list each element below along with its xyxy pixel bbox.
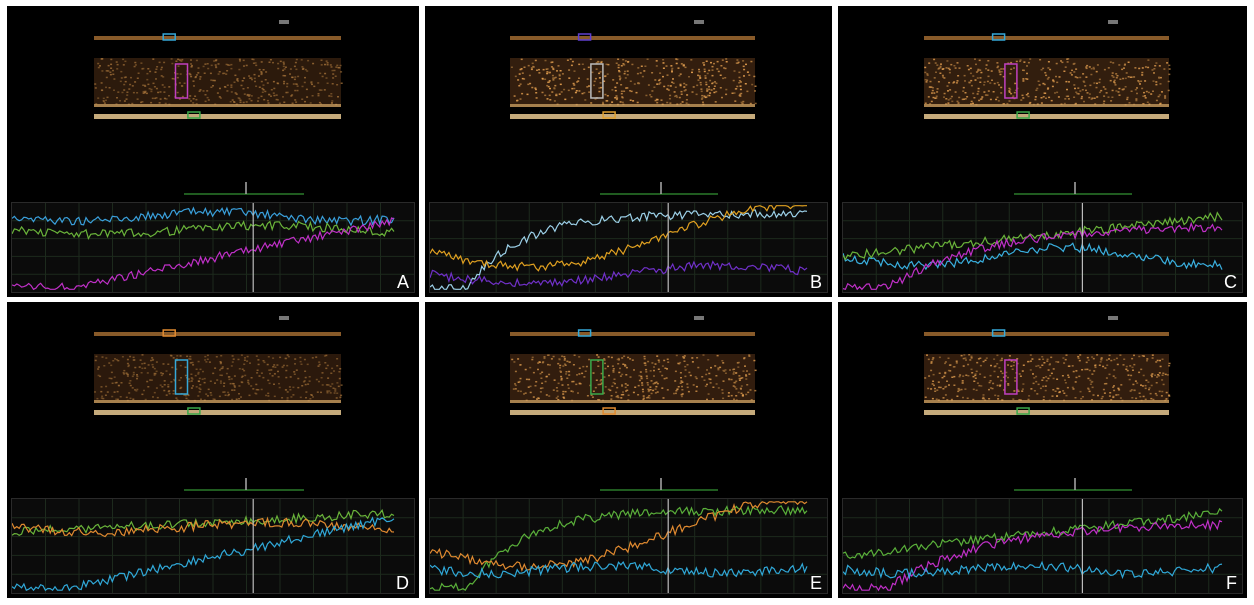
time-intensity-graph: [429, 202, 828, 293]
time-intensity-graph: [11, 202, 415, 293]
graph-grid: [843, 499, 1242, 593]
ultrasound-image: [94, 20, 343, 195]
intensity-curve: [843, 221, 1223, 291]
panel-label: A: [396, 272, 409, 292]
roi-box: [174, 63, 189, 99]
intensity-curve: [430, 205, 807, 272]
roi-box: [162, 329, 176, 337]
roi-box: [991, 329, 1006, 337]
intensity-curve: [430, 209, 808, 290]
vessel-wall-lower: [510, 400, 755, 403]
roi-box: [174, 359, 189, 395]
vessel-wall-lower: [94, 104, 341, 107]
time-intensity-graph: [842, 498, 1243, 594]
roi-box: [590, 63, 604, 99]
graph-grid: [12, 203, 414, 292]
panel-b: B: [425, 6, 832, 297]
vessel-wall-upper: [510, 332, 755, 336]
contrast-speckle: [94, 58, 343, 106]
intensity-curve: [12, 206, 395, 227]
intensity-curve: [12, 516, 395, 592]
contrast-speckle: [510, 354, 757, 402]
intensity-curve: [843, 211, 1223, 261]
panel-d: D: [7, 302, 419, 598]
intensity-curve: [430, 260, 808, 288]
contrast-speckle: [924, 58, 1171, 106]
roi-box: [187, 407, 201, 415]
panel-label: B: [809, 272, 822, 292]
roi-box: [577, 329, 592, 337]
vessel-wall-upper: [924, 332, 1169, 336]
vessel-wall-lower: [924, 104, 1169, 107]
contrast-speckle: [94, 354, 343, 402]
roi-box: [1016, 111, 1030, 119]
intensity-curve: [12, 217, 395, 291]
intensity-curve: [843, 518, 1223, 592]
intensity-curve: [12, 220, 395, 241]
roi-box: [1004, 63, 1018, 99]
roi-box: [590, 359, 604, 395]
vessel-wall-upper: [510, 36, 755, 40]
depth-marker: [279, 20, 289, 24]
ultrasound-image: [924, 20, 1171, 195]
vessel-wall-far: [94, 410, 341, 415]
panel-label: D: [396, 573, 409, 593]
time-intensity-graph: [842, 202, 1243, 293]
panel-label: C: [1224, 272, 1237, 292]
depth-marker: [694, 20, 704, 24]
intensity-curve: [430, 501, 808, 572]
roi-box: [991, 33, 1006, 41]
vessel-wall-far: [94, 114, 341, 119]
vessel-wall-far: [924, 410, 1169, 415]
roi-box: [602, 407, 616, 415]
vessel-wall-far: [510, 410, 755, 415]
panel-label: E: [809, 573, 822, 593]
roi-box: [187, 111, 201, 119]
vessel-wall-lower: [510, 104, 755, 107]
vessel-wall-lower: [94, 400, 341, 403]
graph-grid: [12, 499, 414, 593]
intensity-curve: [12, 516, 395, 538]
roi-box: [1004, 359, 1018, 395]
panel-e: E: [425, 302, 832, 598]
intensity-curve: [843, 507, 1223, 560]
vessel-wall-upper: [94, 36, 341, 40]
intensity-curve: [843, 560, 1223, 580]
contrast-speckle: [924, 354, 1171, 402]
time-intensity-graph: [429, 498, 828, 594]
intensity-curve: [843, 242, 1223, 271]
ultrasound-image: [510, 20, 757, 195]
vessel-wall-lower: [924, 400, 1169, 403]
vessel-wall-far: [510, 114, 755, 119]
time-intensity-graph: [11, 498, 415, 594]
graph-grid: [843, 203, 1242, 292]
intensity-curve: [430, 561, 808, 579]
depth-marker: [694, 316, 704, 320]
vessel-wall-far: [924, 114, 1169, 119]
ultrasound-image: [510, 316, 757, 491]
roi-box: [602, 111, 616, 119]
vessel-wall-upper: [94, 332, 341, 336]
roi-box: [162, 33, 176, 41]
ultrasound-image: [924, 316, 1171, 491]
panel-f: F: [838, 302, 1247, 598]
depth-marker: [1108, 20, 1118, 24]
vessel-wall-upper: [924, 36, 1169, 40]
roi-box: [1016, 407, 1030, 415]
intensity-curve: [430, 505, 808, 592]
panel-a: A: [7, 6, 419, 297]
depth-marker: [279, 316, 289, 320]
ultrasound-image: [94, 316, 343, 491]
depth-marker: [1108, 316, 1118, 320]
graph-grid: [430, 203, 827, 292]
panel-c: C: [838, 6, 1247, 297]
roi-box: [577, 33, 592, 41]
contrast-speckle: [510, 58, 757, 106]
panel-label: F: [1226, 573, 1237, 593]
intensity-curve: [12, 508, 395, 536]
